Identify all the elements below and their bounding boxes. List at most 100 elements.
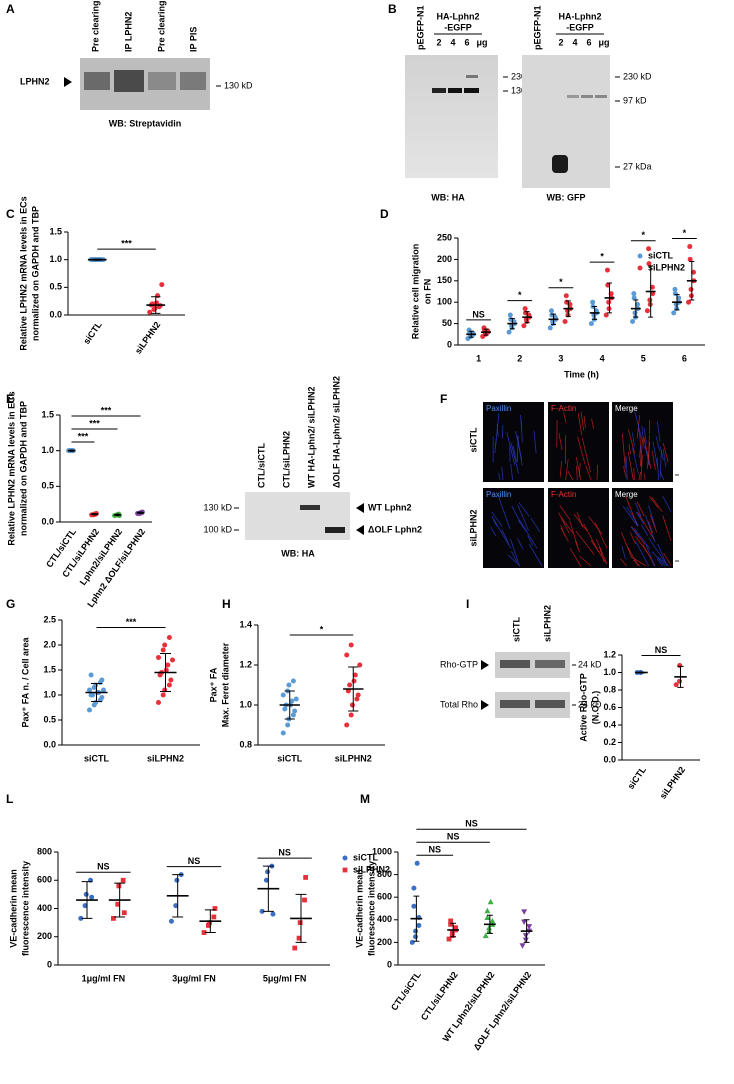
y-axis-label: fluorescence intensity — [20, 861, 30, 956]
panel-label: M — [360, 792, 370, 806]
arrow — [64, 77, 72, 87]
data-point — [356, 693, 361, 698]
y-tick-label: 0.5 — [43, 714, 56, 724]
band — [535, 660, 565, 668]
data-point — [265, 869, 270, 874]
data-point — [161, 693, 166, 698]
data-point — [211, 915, 216, 920]
lane-label: IP PIS — [188, 27, 198, 52]
channel-label: Merge — [615, 490, 638, 499]
data-point — [488, 899, 494, 905]
data-point — [647, 298, 652, 303]
x-tick-label: siCTL — [81, 319, 104, 346]
y-axis-label: (N.O.D.) — [590, 691, 600, 725]
data-point — [508, 313, 513, 318]
y-tick-label: 0.5 — [49, 282, 62, 292]
condition-label: siCTL — [468, 427, 478, 453]
band — [300, 505, 320, 510]
data-point — [344, 723, 349, 728]
marker-label: 230 kD — [623, 71, 652, 81]
y-tick-label: 1.2 — [603, 649, 616, 659]
y-axis-label: Active Rho-GTP — [578, 673, 588, 742]
lane-label: WT HA-Lphn2/ siLPHN2 — [306, 387, 316, 489]
y-tick-label: 0 — [47, 959, 52, 969]
data-point — [168, 678, 173, 683]
data-point — [89, 673, 94, 678]
data-point — [99, 695, 104, 700]
construct-label: HA-Lphn2 — [437, 11, 480, 21]
x-axis-label: Time (h) — [564, 369, 599, 379]
y-tick-label: 1.0 — [239, 699, 252, 709]
data-point — [484, 908, 490, 914]
significance-label: NS — [278, 848, 291, 858]
significance-label: * — [683, 228, 687, 238]
y-tick-label: 0.0 — [603, 754, 616, 764]
y-tick-label: 150 — [437, 275, 452, 285]
data-point — [646, 246, 651, 251]
dose: 4 — [572, 37, 577, 47]
data-point — [343, 856, 348, 861]
data-point — [606, 300, 611, 305]
panel-label: F — [440, 392, 447, 406]
cell-structure — [645, 473, 646, 480]
arrow — [356, 503, 364, 513]
band — [448, 88, 462, 93]
y-axis-label: fluorescence intensity — [366, 861, 376, 956]
wb-label: WB: HA — [281, 548, 315, 558]
band — [180, 72, 206, 90]
channel-label: F-Actin — [551, 404, 576, 413]
data-point — [169, 919, 174, 924]
significance-label: NS — [465, 819, 478, 829]
channel-label: Paxillin — [486, 404, 511, 413]
data-point — [549, 308, 554, 313]
band — [535, 700, 565, 708]
data-point — [294, 697, 299, 702]
data-point — [147, 310, 152, 315]
significance-label: * — [320, 624, 324, 634]
channel-label: Merge — [615, 404, 638, 413]
channel-label: F-Actin — [551, 490, 576, 499]
band-label: ΔOLF Lphn2 — [368, 524, 422, 534]
significance-label: NS — [472, 309, 485, 319]
arrow — [481, 660, 489, 670]
dose: μg — [598, 37, 609, 47]
significance-label: * — [518, 290, 522, 300]
data-point — [285, 723, 290, 728]
data-point — [174, 878, 179, 883]
data-point — [89, 895, 94, 900]
data-point — [286, 683, 291, 688]
x-tick-label: siCTL — [277, 753, 303, 763]
data-point — [302, 898, 307, 903]
y-tick-label: 200 — [37, 931, 52, 941]
panel-label: L — [6, 792, 13, 806]
y-axis-label: on FN — [422, 279, 432, 305]
y-axis-label: normalized on GAPDH and TBP — [18, 401, 28, 536]
data-point — [281, 731, 286, 736]
data-point — [298, 920, 303, 925]
y-axis-label: Max. Feret diameter — [220, 642, 230, 727]
data-point — [165, 663, 170, 668]
data-point — [548, 325, 553, 330]
channel-label: Paxillin — [486, 490, 511, 499]
data-point — [303, 875, 308, 880]
band-label: LPHN2 — [20, 76, 50, 86]
y-tick-label: 0.0 — [41, 516, 54, 526]
data-point — [677, 663, 682, 668]
y-tick-label: 0.5 — [41, 481, 54, 491]
y-tick-label: 0.8 — [239, 739, 252, 749]
lane-label: pEGFP-N1 — [532, 5, 542, 50]
x-tick-label: siLPHN2 — [335, 753, 372, 763]
data-point — [156, 655, 161, 660]
x-tick-label: siLPHN2 — [658, 765, 687, 801]
marker-label: 130 kD — [224, 80, 253, 90]
y-tick-label: 400 — [377, 914, 392, 924]
data-point — [507, 330, 512, 335]
data-point — [292, 946, 297, 951]
lane-label: Pre clearing — [90, 0, 100, 52]
data-point — [122, 910, 127, 915]
significance-label: *** — [89, 418, 100, 428]
data-point — [159, 282, 164, 287]
data-point — [633, 310, 638, 315]
y-tick-label: 0 — [447, 339, 452, 349]
y-tick-label: 1.0 — [41, 445, 54, 455]
